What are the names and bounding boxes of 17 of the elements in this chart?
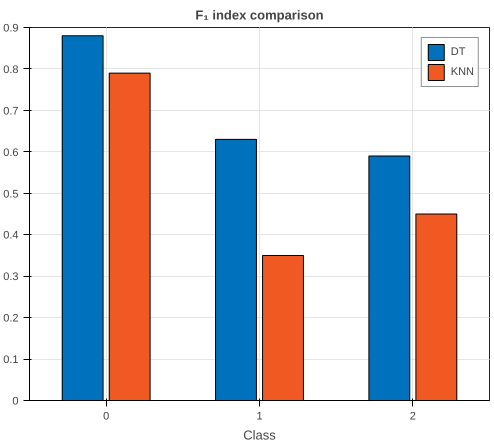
y-tick-label: 0.5: [3, 188, 19, 200]
y-tick-label: 0.3: [3, 271, 19, 284]
y-tick-label: 0.1: [3, 354, 19, 366]
y-tick-label: 0.7: [3, 105, 19, 118]
x-tick-label: 0: [103, 410, 110, 422]
y-tick-label: 0.4: [3, 230, 19, 242]
y-tick-label: 0.6: [3, 146, 19, 159]
x-axis-title: Class: [243, 428, 276, 442]
x-tick-label: 1: [256, 410, 263, 422]
y-tick-label: 0: [12, 396, 19, 408]
chart-title: F₁ index comparison: [195, 8, 324, 22]
legend-label: DT: [450, 46, 466, 58]
x-tick-label: 2: [410, 410, 416, 422]
y-tick-label: 0.8: [3, 64, 19, 76]
legend-label: KNN: [450, 66, 474, 78]
y-tick-label: 0.2: [3, 312, 19, 325]
y-tick-label: 0.9: [3, 22, 19, 34]
